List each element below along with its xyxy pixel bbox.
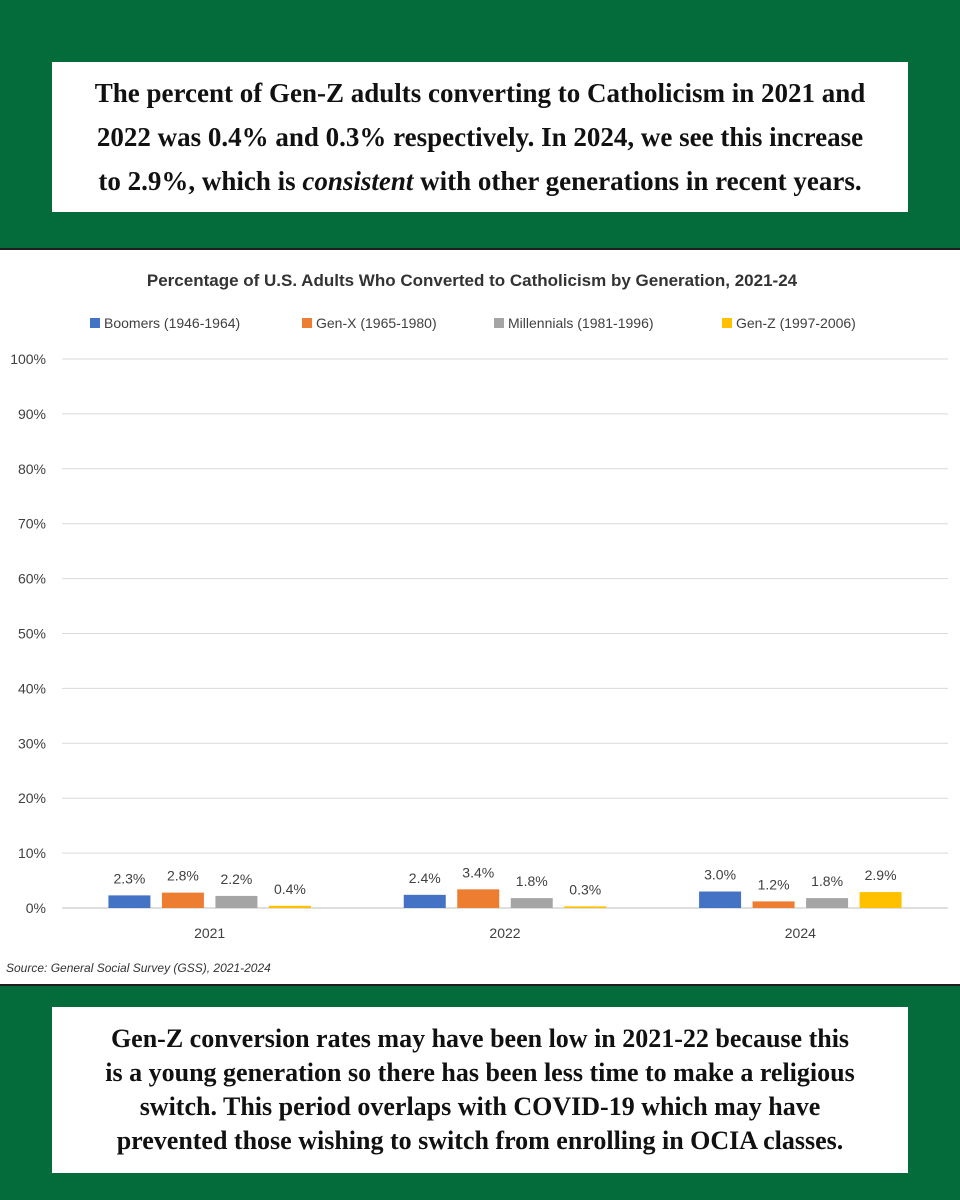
chart-title: Percentage of U.S. Adults Who Converted …	[147, 271, 798, 290]
x-tick-label: 2021	[194, 925, 225, 941]
y-tick-label: 20%	[18, 790, 46, 806]
bar	[457, 889, 500, 908]
bottom-caption-line-2: is a young generation so there has been …	[105, 1058, 855, 1087]
data-label: 1.2%	[758, 876, 790, 892]
data-label: 0.3%	[569, 881, 601, 897]
legend-swatch-2	[302, 318, 312, 328]
y-tick-label: 50%	[18, 626, 46, 642]
chart-source: Source: General Social Survey (GSS), 202…	[6, 961, 271, 975]
y-tick-label: 90%	[18, 406, 46, 422]
chart-legend: Boomers (1946-1964) Gen-X (1965-1980) Mill…	[90, 315, 856, 331]
bar	[859, 892, 902, 908]
y-tick-label: 30%	[18, 735, 46, 751]
x-tick-label: 2024	[785, 925, 816, 941]
legend-swatch-1	[90, 318, 100, 328]
top-caption-emphasis: consistent	[302, 166, 414, 196]
bar	[510, 898, 553, 908]
y-tick-label: 100%	[10, 351, 46, 367]
bar	[699, 891, 742, 908]
bottom-caption-line-4: prevented those wishing to switch from e…	[116, 1126, 844, 1155]
top-caption-line-3-start: to 2.9%, which is	[98, 166, 303, 196]
chart-gridlines	[62, 358, 948, 909]
y-axis-ticks: 0% 10% 20% 30% 40% 50% 60% 70% 80% 90% 100%	[10, 351, 46, 916]
bar	[752, 901, 795, 908]
data-label: 2.2%	[220, 871, 252, 887]
data-label: 2.4%	[409, 870, 441, 886]
legend-label-2: Gen-X (1965-1980)	[316, 315, 437, 331]
data-label: 2.3%	[113, 870, 145, 886]
data-label: 1.8%	[811, 873, 843, 889]
data-label: 2.8%	[167, 868, 199, 884]
data-label: 0.4%	[274, 881, 306, 897]
bottom-caption: Gen-Z conversion rates may have been low…	[52, 1007, 908, 1173]
data-label: 1.8%	[516, 873, 548, 889]
top-caption-line-1: The percent of Gen-Z adults converting t…	[94, 78, 866, 108]
y-tick-label: 0%	[26, 900, 46, 916]
bar-chart: Percentage of U.S. Adults Who Converted …	[6, 271, 948, 975]
bar	[268, 905, 311, 908]
x-axis-ticks: 2021 2022 2024	[194, 925, 816, 941]
y-tick-label: 40%	[18, 680, 46, 696]
data-label: 3.4%	[462, 864, 494, 880]
chart-panel: Percentage of U.S. Adults Who Converted …	[0, 248, 960, 986]
legend-swatch-3	[494, 318, 504, 328]
chart-bars	[108, 889, 902, 908]
bottom-caption-line-1: Gen-Z conversion rates may have been low…	[110, 1024, 850, 1053]
y-tick-label: 10%	[18, 845, 46, 861]
bar	[108, 895, 151, 908]
chart-data-labels: 2.3% 2.8% 2.2% 0.4% 2.4% 3.4% 1.8% 0.3% 3.0% 1.2%…	[113, 864, 896, 897]
bar	[564, 906, 607, 908]
data-label: 2.9%	[865, 867, 897, 883]
x-tick-label: 2022	[489, 925, 520, 941]
top-caption-line-2: 2022 was 0.4% and 0.3% respectively. In …	[96, 122, 864, 152]
bar	[806, 898, 849, 908]
bar	[161, 892, 204, 908]
top-caption: The percent of Gen-Z adults converting t…	[52, 62, 908, 212]
bar	[403, 894, 446, 908]
legend-swatch-4	[722, 318, 732, 328]
y-tick-label: 60%	[18, 571, 46, 587]
legend-label-4: Gen-Z (1997-2006)	[736, 315, 856, 331]
y-tick-label: 80%	[18, 461, 46, 477]
data-label: 3.0%	[704, 867, 736, 883]
bar	[215, 895, 258, 908]
y-tick-label: 70%	[18, 516, 46, 532]
bottom-caption-line-3: switch. This period overlaps with COVID-…	[139, 1092, 821, 1121]
legend-label-3: Millennials (1981-1996)	[508, 315, 654, 331]
legend-label-1: Boomers (1946-1964)	[104, 315, 240, 331]
top-caption-line-3-end: with other generations in recent years.	[413, 166, 862, 196]
